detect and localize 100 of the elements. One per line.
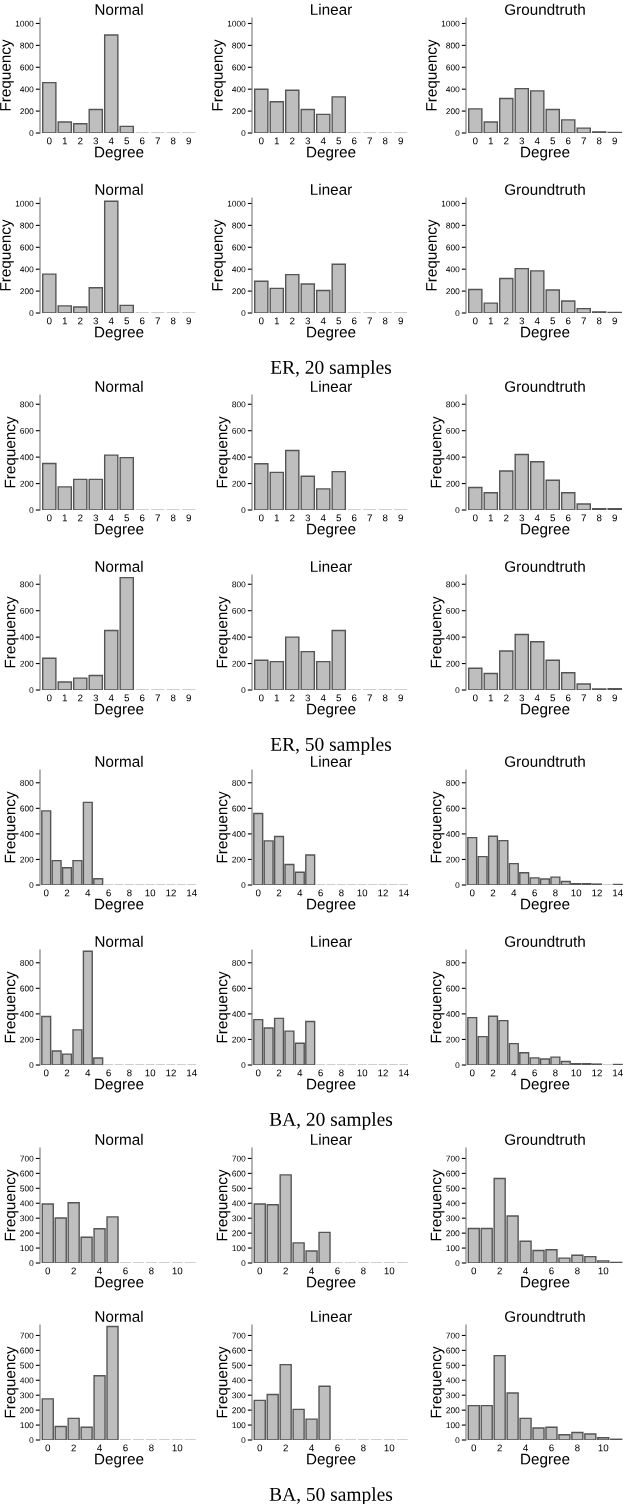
x-tick-label: 4 [97, 1267, 102, 1275]
x-tick-label: 6 [318, 889, 323, 897]
x-tick-label: 2 [290, 317, 295, 325]
x-tick-label: 7 [581, 694, 586, 702]
x-tick-label: 9 [612, 317, 617, 325]
y-tick-label: 200 [232, 108, 246, 115]
x-axis-title: Degree [95, 898, 144, 913]
y-tick-label: 200 [232, 288, 246, 295]
x-tick-label: 4 [108, 317, 114, 325]
x-tick-label: 9 [398, 317, 403, 325]
x-tick-label: 8 [339, 1069, 344, 1077]
x-tick-label: 5 [336, 317, 342, 325]
x-tick-label: 9 [398, 514, 403, 522]
y-tick-label: 0 [241, 687, 246, 694]
x-tick-label: 10 [598, 1444, 609, 1452]
x-tick-label: 10 [384, 1444, 395, 1452]
x-tick-label: 3 [93, 317, 99, 325]
y-tick-label: 600 [446, 1347, 460, 1354]
y-axis-title: Frequency [212, 219, 226, 291]
x-tick-label: 5 [124, 694, 130, 702]
y-tick-label: 800 [232, 581, 246, 588]
y-tick-label: 400 [20, 1011, 34, 1017]
x-tick-label: 6 [549, 1444, 554, 1452]
y-tick-label: 700 [20, 1332, 34, 1339]
y-tick-label: 600 [446, 607, 460, 614]
y-tick-label: 800 [446, 222, 460, 229]
y-axis-title: Frequency [0, 39, 14, 111]
x-axis-title: Degree [95, 146, 144, 161]
y-tick-label: 700 [232, 1332, 246, 1339]
x-tick-label: 10 [145, 889, 156, 897]
x-tick-label: 0 [472, 137, 478, 145]
y-tick-label: 400 [446, 86, 460, 93]
x-axis-title: Degree [95, 1078, 144, 1093]
x-tick-label: 10 [357, 889, 368, 897]
x-tick-label: 6 [352, 694, 357, 702]
y-tick-label: 0 [241, 1260, 246, 1267]
x-tick-label: 9 [612, 137, 617, 145]
y-tick-label: 200 [20, 660, 34, 667]
y-tick-label: 200 [20, 480, 34, 487]
y-tick-label: 600 [446, 805, 460, 812]
y-tick-label: 200 [446, 856, 460, 863]
x-tick-label: 6 [352, 514, 357, 522]
x-tick-label: 9 [612, 514, 617, 522]
y-tick-label: 400 [446, 1200, 460, 1207]
x-tick-label: 0 [258, 694, 264, 702]
x-tick-label: 10 [598, 1267, 609, 1275]
y-tick-label: 0 [29, 1260, 34, 1267]
y-tick-label: 800 [232, 959, 246, 966]
y-tick-label: 200 [232, 856, 246, 863]
y-tick-label: 700 [446, 1155, 460, 1162]
x-tick-label: 3 [93, 137, 99, 145]
y-tick-label: 1000 [441, 200, 460, 207]
x-tick-label: 4 [309, 1444, 314, 1452]
x-tick-label: 8 [339, 889, 344, 897]
x-tick-label: 2 [497, 1267, 502, 1275]
y-tick-label: 600 [446, 244, 460, 251]
chart-title: Normal [95, 1133, 143, 1145]
x-tick-label: 8 [575, 1444, 580, 1452]
x-tick-label: 0 [472, 317, 478, 325]
y-axis-title: Frequency [4, 971, 19, 1043]
y-tick-label: 400 [20, 1377, 34, 1384]
x-tick-label: 9 [612, 694, 617, 702]
x-axis-title: Degree [95, 326, 144, 341]
x-tick-label: 9 [186, 137, 191, 145]
y-tick-label: 400 [20, 266, 34, 273]
x-tick-label: 4 [108, 137, 114, 145]
y-tick-label: 100 [232, 1245, 246, 1252]
y-tick-label: 400 [446, 634, 460, 641]
x-tick-label: 0 [46, 514, 52, 522]
x-tick-label: 8 [596, 694, 602, 702]
y-tick-label: 100 [20, 1422, 34, 1429]
x-tick-label: 0 [257, 1444, 263, 1452]
x-axis-title: Degree [521, 1078, 570, 1093]
y-tick-label: 200 [232, 660, 246, 667]
x-tick-label: 8 [170, 317, 176, 325]
x-tick-label: 4 [108, 694, 114, 702]
y-tick-label: 600 [20, 427, 34, 434]
x-tick-label: 8 [596, 137, 602, 145]
x-axis-title: Degree [307, 326, 356, 341]
x-tick-label: 1 [62, 317, 68, 325]
chart-title: Normal [95, 183, 143, 195]
x-tick-label: 10 [571, 889, 582, 897]
y-tick-label: 400 [232, 634, 246, 641]
x-tick-label: 4 [511, 1069, 517, 1077]
x-tick-label: 4 [309, 1267, 314, 1275]
y-tick-label: 600 [232, 244, 246, 251]
x-tick-label: 3 [305, 694, 311, 702]
y-tick-label: 0 [29, 507, 34, 514]
y-tick-label: 200 [20, 1036, 34, 1043]
x-tick-label: 8 [170, 137, 176, 145]
x-tick-label: 3 [93, 694, 99, 702]
x-tick-label: 1 [488, 694, 494, 702]
y-axis-title: Frequency [430, 971, 445, 1043]
y-tick-label: 0 [29, 882, 34, 889]
chart-title: Linear [311, 183, 352, 195]
y-tick-label: 500 [446, 1362, 460, 1369]
x-tick-label: 12 [592, 889, 602, 897]
x-tick-label: 0 [258, 137, 264, 145]
x-tick-label: 2 [64, 1069, 70, 1077]
y-tick-label: 800 [232, 401, 246, 408]
